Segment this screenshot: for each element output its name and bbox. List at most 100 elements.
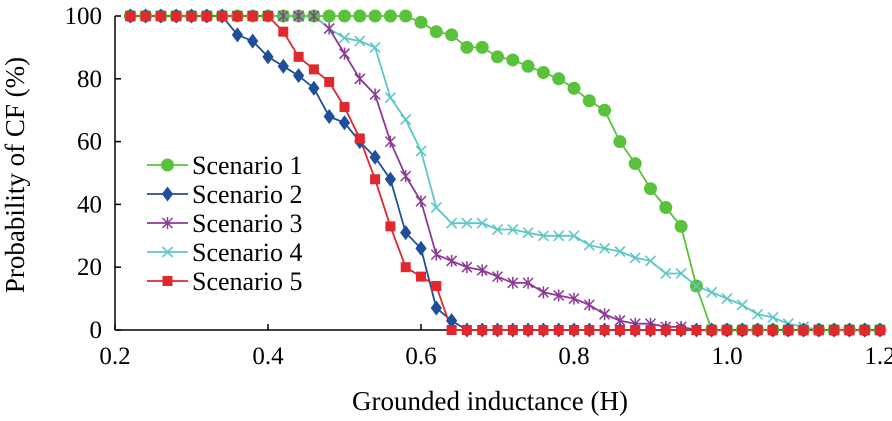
data-point [783,325,794,335]
data-point [752,325,763,335]
data-point [859,325,870,335]
data-point [613,135,627,149]
y-tick-label: 100 [65,3,103,30]
legend-item-scenario-2: Scenario 2 [147,180,302,209]
data-point [628,157,642,171]
data-point [691,325,702,335]
data-point [400,262,411,273]
data-point [553,230,565,242]
legend-marker [161,158,174,172]
x-tick-label: 0.8 [558,343,589,370]
legend-label: Scenario 5 [192,267,302,296]
data-point [722,325,732,335]
data-point [446,254,458,267]
data-point [536,66,550,80]
data-point [369,88,381,101]
data-point [369,149,381,165]
y-tick-label: 0 [90,317,103,344]
legend-label: Scenario 1 [192,151,302,180]
data-point [293,51,304,62]
data-point [400,170,412,183]
data-point [475,40,489,54]
y-tick-label: 80 [77,66,102,93]
data-point [476,264,488,277]
x-tick-label: 1.0 [711,343,742,370]
data-point [445,313,458,329]
data-point [430,201,442,214]
data-point [584,325,595,335]
data-point [446,325,457,335]
data-point [644,255,657,267]
data-point [140,11,151,21]
data-point [308,64,319,75]
x-tick-label: 0.4 [252,343,284,370]
series-markers [123,8,887,338]
data-point [292,68,305,84]
data-point [506,53,520,67]
data-point [569,325,579,335]
data-point [598,103,612,117]
data-point [125,11,136,21]
data-point [521,59,535,73]
data-point [384,171,397,187]
data-point [736,299,748,311]
legend-label: Scenario 3 [192,209,302,238]
legend-label: Scenario 4 [192,238,302,267]
data-point [660,267,672,280]
data-point [308,10,320,22]
data-point [370,174,381,185]
data-point [829,325,840,335]
data-point [676,325,687,335]
data-point [583,298,595,311]
data-point [232,11,243,21]
data-point [354,133,365,144]
data-point [537,230,549,242]
y-axis-title: Probability of CF (%) [0,57,30,293]
data-point [431,281,442,292]
data-point [353,9,367,23]
data-point [369,41,381,53]
data-point [813,325,824,335]
data-point [675,267,687,280]
data-point [201,11,212,21]
data-point [430,300,442,316]
data-point [339,102,350,113]
data-point [384,135,396,148]
data-point [477,325,488,335]
data-point [323,22,335,35]
legend-item-scenario-1: Scenario 1 [147,151,302,180]
data-point [415,240,427,256]
data-point [660,325,671,335]
data-point [430,248,442,261]
data-point [583,239,595,251]
data-point [553,289,565,302]
data-point [445,28,459,42]
data-point [171,11,182,21]
data-point [492,325,503,335]
data-point [690,280,702,292]
data-point [568,230,580,242]
data-point [507,325,518,335]
data-point [798,325,809,335]
legend-marker [161,217,174,229]
data-point [706,325,717,335]
data-point [614,325,625,335]
data-point [338,9,351,23]
data-point [217,11,228,21]
data-point [155,11,166,21]
data-point [614,245,626,258]
data-point [491,50,504,64]
data-point [507,223,519,236]
data-point [263,11,273,21]
data-point [277,10,289,22]
data-point [415,195,427,208]
data-point [706,286,718,298]
data-point [599,308,611,321]
data-point [767,311,779,324]
data-point [384,92,396,104]
data-point [322,9,336,23]
legend-marker [162,276,173,286]
data-point [537,286,549,299]
